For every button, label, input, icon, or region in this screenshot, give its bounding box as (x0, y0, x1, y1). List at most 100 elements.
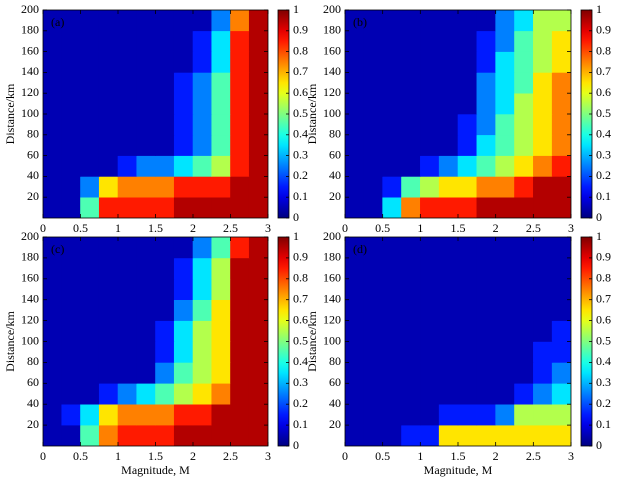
contour-cell (80, 257, 100, 280)
contour-cell (438, 155, 459, 177)
contour-cell (248, 51, 268, 73)
contour-cell (551, 257, 571, 280)
contour-cell (420, 51, 440, 73)
contour-cell (457, 278, 478, 300)
contour-cell (533, 237, 553, 259)
colorbar-tick-label: 0.9 (293, 250, 308, 264)
x-tick-label: 2.5 (223, 221, 238, 235)
contour-cell (401, 362, 421, 384)
y-tick-label: 60 (329, 375, 341, 389)
contour-cell (43, 113, 63, 136)
colorbar-tick-label: 1 (596, 2, 602, 16)
contour-cell (495, 341, 515, 363)
contour-cell (61, 72, 81, 94)
contour-cell (173, 196, 194, 218)
contour-cell (420, 134, 440, 156)
contour-cell (551, 424, 571, 446)
contour-cell (173, 299, 194, 321)
contour-cell (117, 72, 138, 94)
contour-cell (382, 30, 402, 52)
contour-cell (117, 196, 138, 218)
contour-cell (382, 134, 402, 156)
contour-cell (363, 30, 383, 52)
contour-cell (192, 196, 213, 218)
contour-cell (457, 341, 478, 363)
contour-cell (155, 320, 175, 342)
contour-cell (192, 299, 213, 321)
y-axis-title: Distance/km (305, 311, 319, 372)
contour-cell (401, 424, 421, 446)
contour-cell (155, 341, 175, 363)
contour-cell (98, 278, 119, 300)
y-tick-label: 40 (27, 168, 39, 182)
contour-cell (230, 320, 250, 342)
y-tick-label: 80 (329, 354, 341, 368)
contour-cell (363, 278, 383, 300)
contour-cell (514, 403, 534, 426)
contour-cell (382, 72, 402, 94)
contour-cell (401, 134, 421, 156)
contour-cell (61, 278, 81, 300)
contour-cell (117, 403, 138, 426)
contour-cell (382, 196, 402, 218)
contour-cell (495, 299, 515, 321)
x-tick-label: 2 (190, 449, 196, 463)
colorbar-tick-label: 0.6 (293, 85, 308, 99)
contour-cell (155, 237, 175, 259)
y-tick-label: 60 (27, 375, 39, 389)
contour-cell (155, 72, 175, 94)
contour-cell (61, 113, 81, 136)
contour-cell (117, 51, 138, 73)
contour-cell (420, 237, 440, 259)
contour-cell (230, 134, 250, 156)
contour-cell (363, 155, 383, 177)
contour-cell (136, 257, 156, 280)
contour-cell (401, 320, 421, 342)
contour-cell (80, 30, 100, 52)
contour-cell (61, 176, 81, 198)
contour-cell (514, 237, 534, 259)
contour-cell (476, 113, 496, 136)
y-axis-title: Distance/km (3, 83, 17, 144)
contour-cell (401, 10, 421, 32)
contour-cell (43, 320, 63, 342)
y-tick-label: 80 (329, 127, 341, 141)
contour-cell (136, 51, 156, 73)
contour-cell (420, 92, 440, 115)
contour-cell (514, 196, 534, 218)
y-tick-label: 200 (323, 2, 341, 16)
contour-cell (98, 403, 119, 426)
contour-cell (533, 383, 553, 405)
contour-cell (136, 424, 156, 446)
contour-cell (401, 299, 421, 321)
contour-field (345, 10, 571, 218)
contour-cell (248, 362, 268, 384)
contour-cell (173, 320, 194, 342)
x-tick-label: 3 (265, 449, 271, 463)
contour-cell (420, 30, 440, 52)
contour-cell (382, 424, 402, 446)
contour-cell (533, 278, 553, 300)
x-tick-label: 1.5 (451, 221, 466, 235)
contour-cell (438, 403, 459, 426)
colorbar-tick-label: 0.6 (596, 85, 611, 99)
colorbar-tick-label: 0.2 (293, 168, 308, 182)
contour-cell (476, 257, 496, 280)
contour-cell (514, 10, 534, 32)
colorbar-tick-label: 0.9 (596, 23, 611, 37)
contour-cell (457, 72, 478, 94)
contour-cell (401, 176, 421, 198)
contour-cell (401, 155, 421, 177)
x-axis-title: Magnitude, M (121, 463, 190, 477)
contour-cell (136, 72, 156, 94)
colorbar-tick-label: 0.1 (293, 417, 308, 431)
contour-cell (438, 30, 459, 52)
contour-cell (457, 320, 478, 342)
contour-cell (420, 113, 440, 136)
contour-cell (173, 72, 194, 94)
contour-cell (345, 362, 365, 384)
contour-cell (117, 237, 138, 259)
contour-cell (211, 257, 231, 280)
contour-cell (211, 72, 231, 94)
contour-cell (155, 92, 175, 115)
